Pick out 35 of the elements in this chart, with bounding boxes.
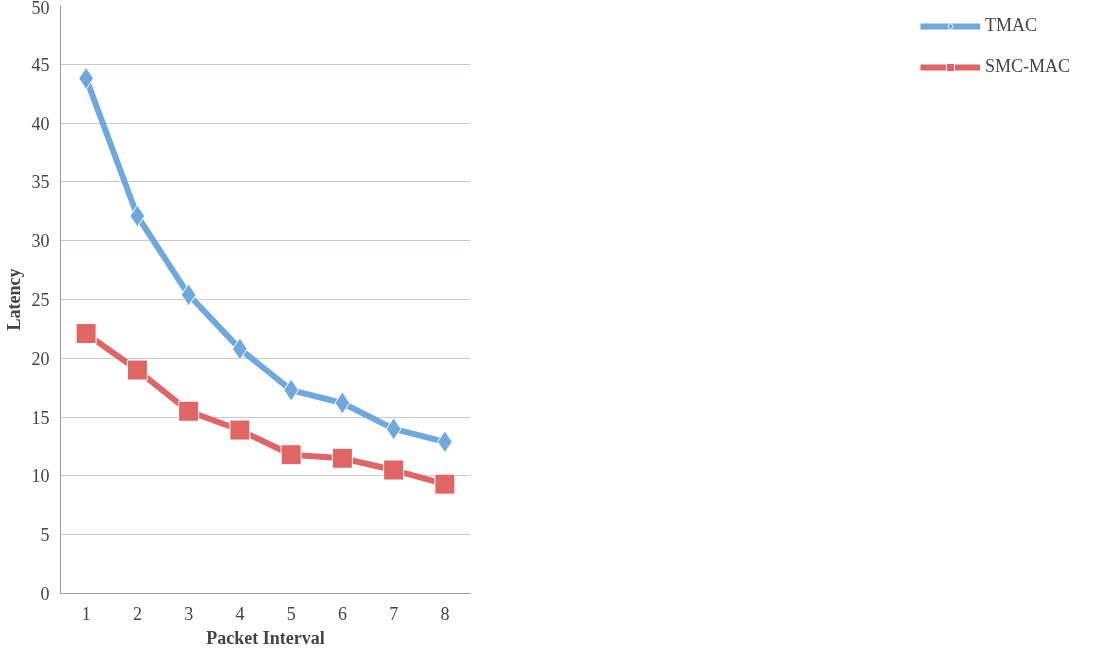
y-tick-label: 35 <box>31 172 50 193</box>
x-tick-label: 3 <box>184 603 194 624</box>
point <box>129 204 146 228</box>
point <box>383 459 405 481</box>
x-tick-label: 7 <box>389 603 399 624</box>
point <box>229 419 251 441</box>
x-tick-label: 2 <box>132 603 142 624</box>
point <box>280 444 302 466</box>
y-tick-label: 25 <box>31 290 50 310</box>
point <box>331 447 353 469</box>
point <box>385 417 402 441</box>
x-axis-title: Packet Interval <box>206 627 325 648</box>
point <box>75 323 97 345</box>
x-tick-label: 8 <box>440 603 450 624</box>
y-tick-label: 50 <box>31 0 50 18</box>
y-tick-label: 0 <box>40 584 50 604</box>
point <box>334 391 351 415</box>
y-tick-label: 20 <box>31 348 50 369</box>
point <box>178 400 200 422</box>
y-tick-label: 45 <box>31 54 50 75</box>
y-axis-title: Latency <box>3 268 24 331</box>
point <box>126 359 148 381</box>
y-tick-label: 15 <box>31 407 50 428</box>
x-tick-label: 5 <box>286 603 296 624</box>
y-tick-label: 5 <box>40 525 50 546</box>
x-tick-label: 4 <box>235 603 245 624</box>
point <box>434 473 456 495</box>
legend-label: SMC-MAC <box>984 56 1070 77</box>
point <box>180 283 197 307</box>
x-tick-label: 1 <box>81 603 91 624</box>
y-tick-label: 40 <box>31 113 50 134</box>
legend-label: TMAC <box>984 15 1037 36</box>
y-tick-label: 30 <box>31 231 50 252</box>
y-tick-label: 10 <box>31 466 50 487</box>
x-tick-label: 6 <box>337 603 347 624</box>
